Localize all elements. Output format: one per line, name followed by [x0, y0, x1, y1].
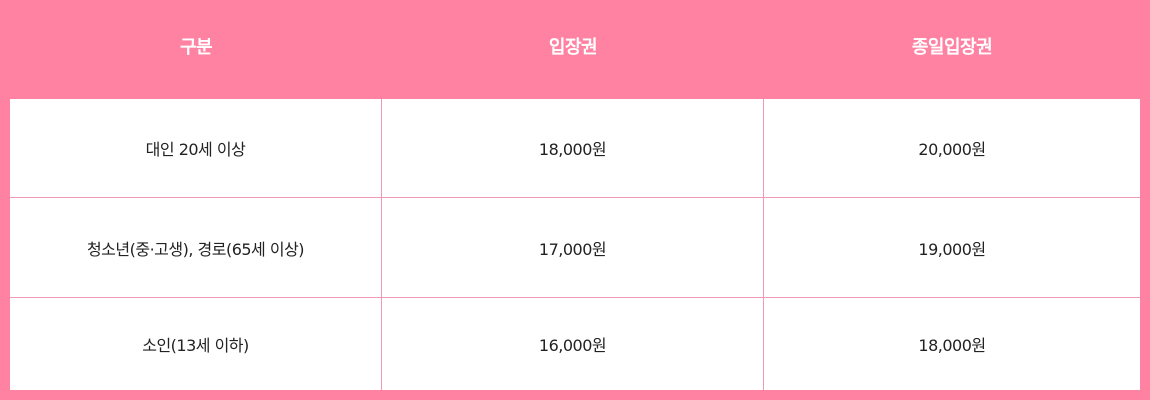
header-category: 구분 [10, 0, 382, 99]
header-admission-ticket: 입장권 [382, 0, 764, 99]
price-table: 구분 입장권 종일입장권 대인 20세 이상 18,000원 20,000원 청… [10, 0, 1140, 390]
row-youth-senior-category: 청소년(중·고생), 경로(65세 이상) [10, 198, 382, 298]
row-child-admission-price: 16,000원 [382, 298, 764, 390]
row-adult-category: 대인 20세 이상 [10, 99, 382, 198]
row-adult-full-day-price: 20,000원 [764, 99, 1140, 198]
row-youth-senior-admission-price: 17,000원 [382, 198, 764, 298]
header-full-day-ticket: 종일입장권 [764, 0, 1140, 99]
row-child-category: 소인(13세 이하) [10, 298, 382, 390]
row-adult-admission-price: 18,000원 [382, 99, 764, 198]
row-youth-senior-full-day-price: 19,000원 [764, 198, 1140, 298]
row-child-full-day-price: 18,000원 [764, 298, 1140, 390]
